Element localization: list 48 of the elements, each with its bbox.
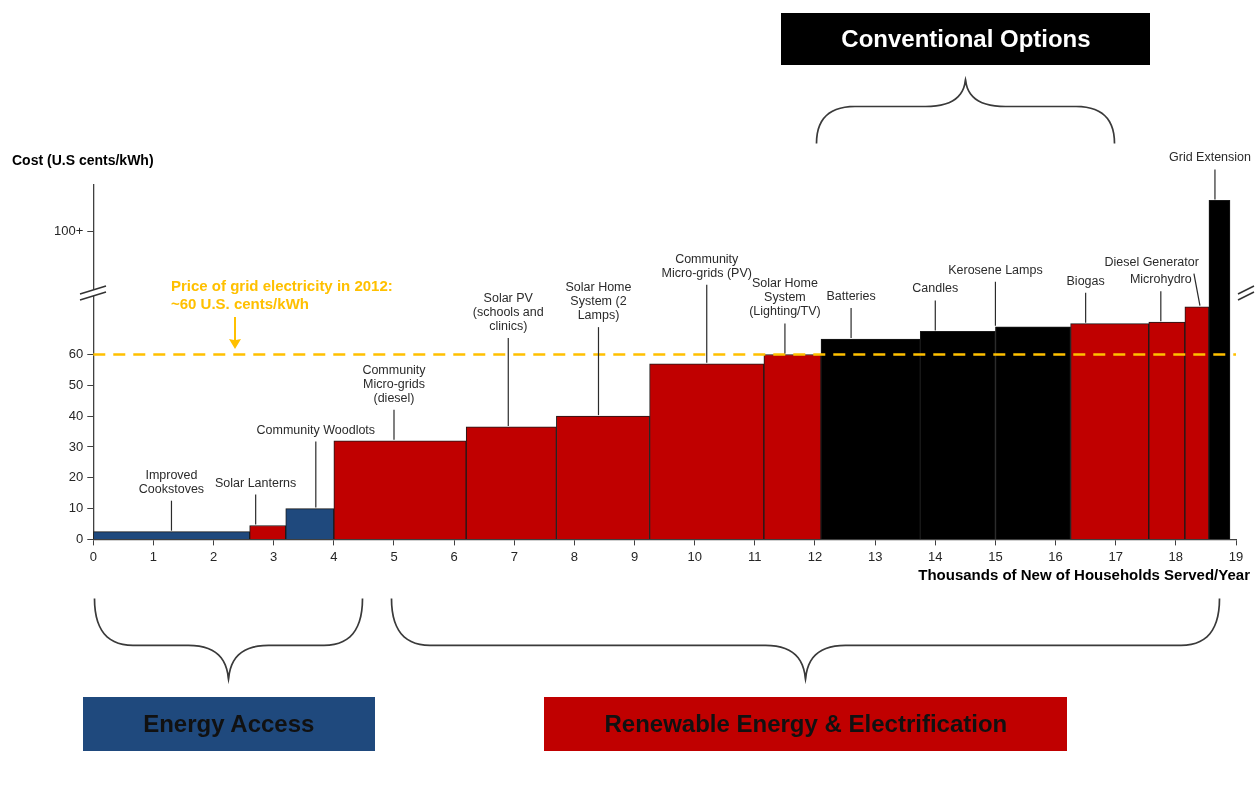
x-tick-label: 0 (89, 548, 97, 564)
annotation: Batteries (826, 289, 876, 304)
x-tick-label: 16 (1048, 548, 1063, 564)
x-tick-label: 5 (390, 548, 398, 564)
y-tick-label: 10 (68, 500, 84, 516)
annotation: Solar Lanterns (215, 475, 297, 490)
annotation: Biogas (1066, 273, 1105, 288)
x-axis-title: Thousands of New of Households Served/Year (918, 566, 1251, 584)
x-tick-label: 17 (1108, 548, 1123, 564)
annotation: Candles (912, 281, 959, 296)
x-tick-label: 7 (510, 548, 518, 564)
ref-line-label: Price of grid electricity in 2012: ~60 U.S. cents/kWh (170, 277, 393, 313)
x-tick-label: 9 (630, 548, 639, 564)
text: Renewable Energy & Electrification (604, 710, 1008, 739)
y-tick-label: 30 (68, 438, 84, 454)
y-axis-title: Cost (U.S cents/kWh) (12, 152, 154, 168)
x-tick-label: 13 (867, 548, 883, 564)
y-tick-label: 60 (68, 346, 84, 362)
annotation: Community Micro-grids (diesel) (362, 362, 427, 405)
x-tick-label: 3 (270, 548, 278, 564)
y-tick-label: 0 (76, 530, 84, 546)
x-tick-label: 18 (1168, 548, 1184, 564)
annotation: Solar PV (schools and clinics) (472, 290, 544, 333)
text: Conventional Options (841, 25, 1091, 53)
x-tick-label: 8 (570, 548, 579, 564)
annotation: Improved Cookstoves (138, 467, 205, 496)
y-tick-label: 40 (68, 407, 84, 423)
annotation: Microhydro (1129, 272, 1192, 287)
x-tick-label: 1 (149, 548, 158, 564)
annotation: Community Micro-grids (PV) (661, 251, 752, 280)
y-tick-label: 100+ (53, 222, 84, 238)
annotation: Grid Extension (1169, 150, 1252, 165)
x-tick-label: 4 (330, 548, 338, 564)
x-tick-label: 19 (1228, 548, 1244, 564)
x-tick-label: 15 (988, 548, 1003, 564)
y-tick-label: 20 (68, 469, 84, 485)
x-tick-label: 14 (928, 548, 943, 564)
x-tick-label: 10 (687, 548, 702, 564)
annotation: Community Woodlots (256, 422, 376, 437)
x-tick-label: 11 (748, 548, 762, 564)
annotation: Diesel Generator (1104, 254, 1199, 269)
x-tick-label: 2 (209, 548, 218, 564)
annotation: Kerosene Lamps (948, 262, 1043, 277)
annotation: Solar Home System (2 Lamps) (565, 280, 632, 323)
x-tick-label: 6 (450, 548, 458, 564)
y-tick-label: 50 (68, 376, 84, 392)
x-tick-label: 12 (807, 548, 823, 564)
text: Energy Access (143, 710, 315, 739)
